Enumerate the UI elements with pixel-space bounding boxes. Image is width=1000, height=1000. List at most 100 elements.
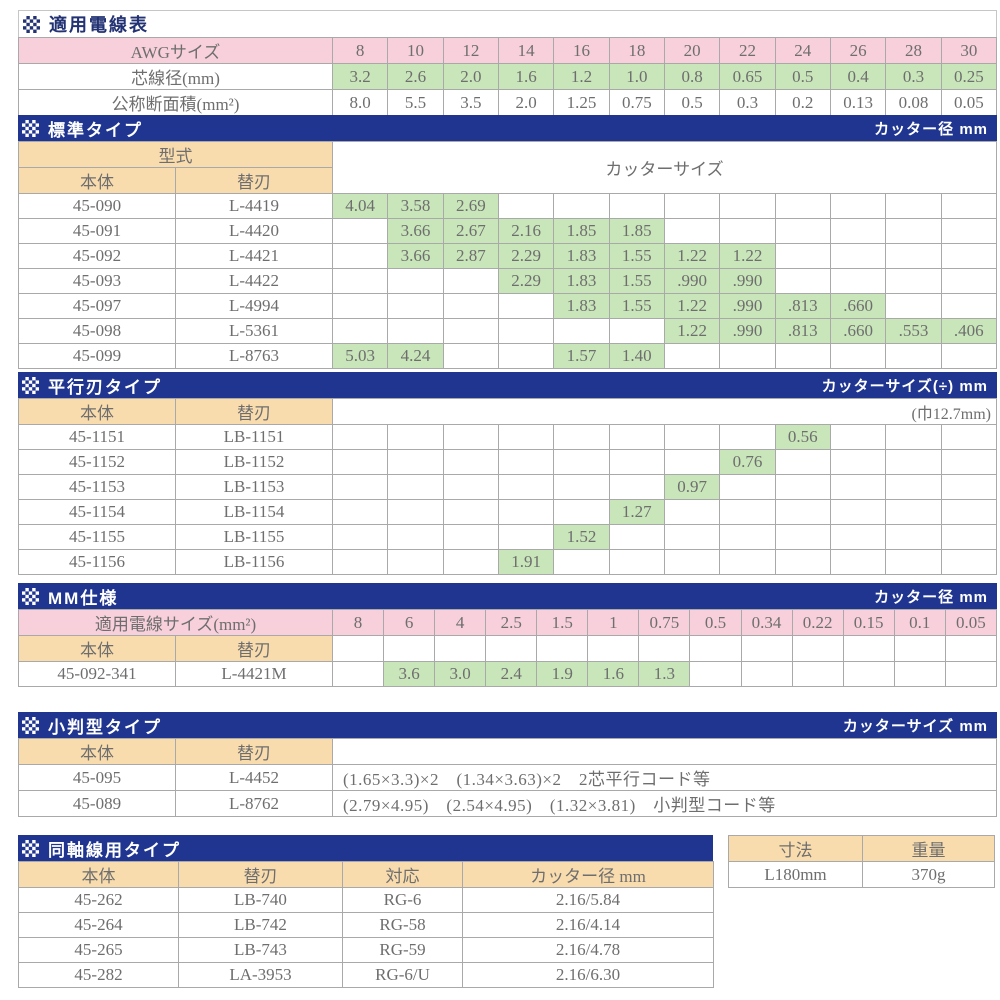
blade-header: 替刃: [174, 635, 334, 662]
value-cell: [774, 474, 831, 500]
coax-cell: 2.16/5.84: [462, 887, 714, 913]
value-cell: [829, 218, 887, 244]
value-cell: 3.0: [434, 661, 487, 687]
coax-cell: LB-740: [178, 887, 343, 913]
blade-cell: LB-1154: [175, 499, 333, 525]
value-cell: [608, 318, 665, 344]
value-cell: [442, 549, 499, 575]
value-cell: 1.22: [719, 243, 776, 269]
model-cell: 45-1155: [18, 524, 176, 550]
value-cell: [940, 293, 998, 319]
value-cell: 8: [332, 37, 389, 64]
blade-cell: L-4422: [175, 268, 333, 294]
value-cell: 12: [442, 37, 500, 64]
checker-icon: [22, 587, 39, 605]
value-cell: [331, 293, 389, 319]
value-cell: 0.76: [719, 449, 776, 475]
spec-cell: (1.65×3.3)×2 (1.34×3.63)×2 2芯平行コード等: [332, 764, 997, 791]
model-header: 型式: [18, 141, 333, 168]
value-cell: 3.66: [387, 243, 444, 269]
value-cell: [774, 343, 831, 369]
value-cell: [387, 524, 444, 550]
value-cell: 18: [608, 37, 665, 64]
section-bar-mm: MM仕様 カッター径 mm: [18, 583, 997, 609]
value-cell: [663, 193, 721, 219]
value-cell: [608, 449, 665, 475]
value-cell: [719, 524, 776, 550]
value-cell: [719, 193, 776, 219]
unit-label-parallel: カッターサイズ(÷) mm: [821, 377, 988, 395]
section-title-standard: 標準タイプ: [48, 120, 143, 140]
size-cell: 0.34: [740, 609, 793, 636]
checker-icon: [22, 376, 39, 394]
blade-header: 替刃: [175, 398, 333, 425]
empty-cell: [587, 635, 640, 662]
value-cell: [331, 218, 389, 244]
model-cell: 45-091: [18, 218, 176, 244]
value-cell: [442, 343, 499, 369]
value-cell: [387, 424, 444, 450]
value-cell: [885, 218, 942, 244]
row-label: AWGサイズ: [17, 37, 334, 64]
cutter-dia-header: カッター径 mm: [462, 861, 714, 888]
coax-cell: RG-6/U: [342, 962, 463, 988]
blade-cell: L-4994: [175, 293, 333, 319]
value-cell: 0.05: [940, 89, 998, 116]
value-cell: [940, 343, 998, 369]
value-cell: [663, 424, 721, 450]
value-cell: [774, 243, 831, 269]
value-cell: 10: [387, 37, 444, 64]
value-cell: .660: [829, 293, 887, 319]
value-cell: .813: [774, 293, 831, 319]
blade-cell: L-8762: [175, 790, 333, 817]
value-cell: [497, 293, 555, 319]
model-cell: 45-1152: [18, 449, 176, 475]
row-label: 公称断面積(mm²): [17, 89, 334, 116]
value-cell: 0.08: [885, 89, 942, 116]
value-cell: [442, 524, 499, 550]
unit-label-oval: カッターサイズ mm: [842, 717, 988, 735]
value-cell: 0.8: [663, 63, 721, 90]
standard-table: 型式 カッターサイズ 本体 替刃 45-090 L-4419 4.04 3.58 2.6…: [18, 141, 998, 369]
coax-cell: 45-262: [18, 887, 179, 913]
value-cell: [940, 243, 998, 269]
section-bar-parallel: 平行刃タイプ カッターサイズ(÷) mm: [18, 372, 997, 398]
value-cell: [331, 318, 389, 344]
blade-cell: L-8763: [175, 343, 333, 369]
coax-cell: LB-743: [178, 937, 343, 963]
body-header: 本体: [18, 861, 179, 888]
empty-cell: [332, 635, 385, 662]
blade-cell: L-4452: [175, 764, 333, 791]
wire-table-title-row: 適用電線表: [18, 10, 997, 37]
value-cell: 1.22: [663, 243, 721, 269]
model-cell: 45-095: [18, 764, 176, 791]
size-cell: 2.5: [485, 609, 538, 636]
value-cell: 5.5: [387, 89, 444, 116]
value-cell: [885, 549, 942, 575]
blade-cell: LB-1155: [175, 524, 333, 550]
value-cell: 1.6: [587, 661, 640, 687]
model-cell: 45-092: [18, 243, 176, 269]
value-cell: 2.29: [497, 268, 555, 294]
value-cell: 0.13: [829, 89, 887, 116]
parallel-table: 本体 替刃 (巾12.7mm) 45-1151 LB-1151 0.56 45-115…: [18, 398, 998, 575]
size-cell: 1.5: [536, 609, 589, 636]
coaxial-table: 本体 替刃 対応 カッター径 mm 45-262 LB-740 RG-6 2.16/5…: [18, 861, 714, 988]
value-cell: [663, 549, 721, 575]
value-cell: [497, 424, 555, 450]
value-cell: [663, 218, 721, 244]
dimension-header: 寸法: [728, 835, 863, 862]
value-cell: 26: [829, 37, 887, 64]
value-cell: 2.87: [442, 243, 499, 269]
wire-size-label: 適用電線サイズ(mm²): [17, 609, 334, 636]
value-cell: 1.9: [536, 661, 589, 687]
value-cell: [829, 193, 887, 219]
value-cell: [331, 243, 389, 269]
value-cell: [885, 193, 942, 219]
empty-cell: [944, 635, 998, 662]
value-cell: [387, 293, 444, 319]
empty-cell: [536, 635, 589, 662]
value-cell: .660: [829, 318, 887, 344]
value-cell: 0.5: [663, 89, 721, 116]
blade-header: 替刃: [178, 861, 343, 888]
